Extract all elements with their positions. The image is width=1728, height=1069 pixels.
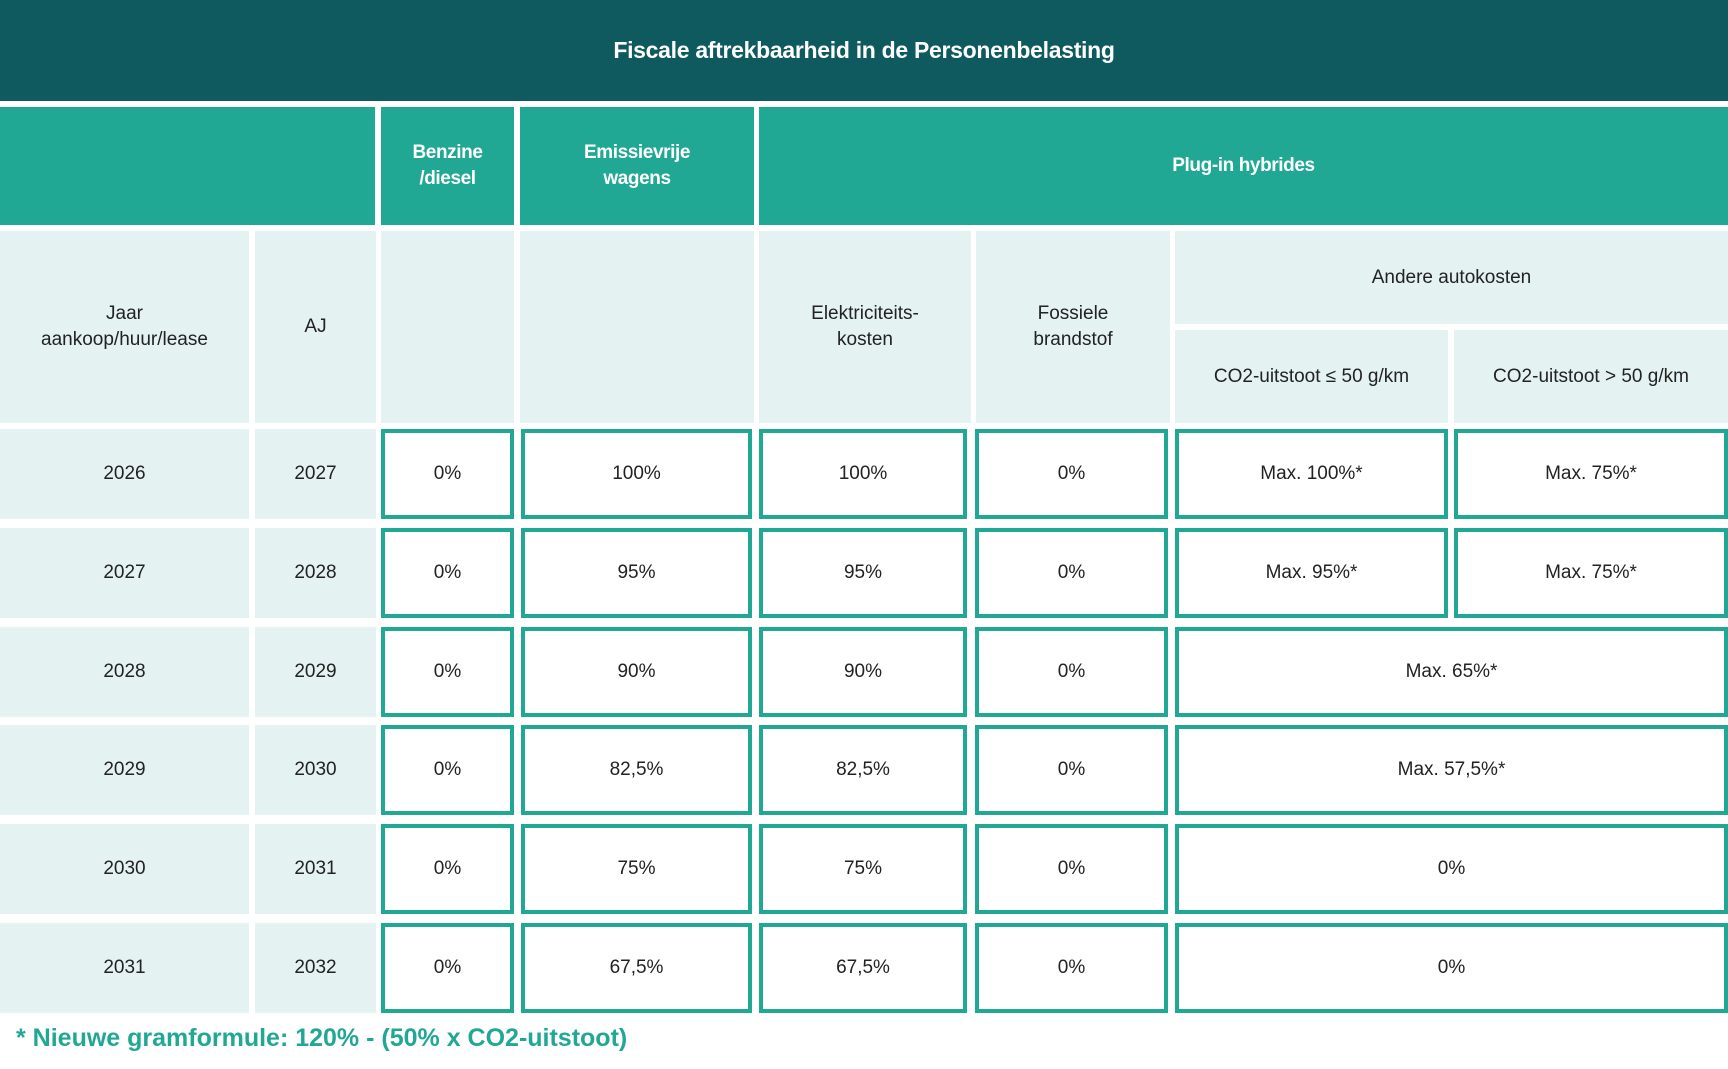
- cell-emissievrij: 90%: [521, 627, 752, 717]
- subheader-jaar: Jaar aankoop/huur/lease: [0, 231, 249, 423]
- cell-benzine-diesel: 0%: [381, 528, 514, 618]
- cell-co2-high: Max. 75%*: [1454, 429, 1728, 519]
- subheader-elektriciteitskosten: Elektriciteits- kosten: [759, 231, 971, 423]
- cell-benzine-diesel: 0%: [381, 627, 514, 717]
- cell-elektriciteitskosten: 90%: [759, 627, 967, 717]
- cell-fossiele-brandstof: 0%: [975, 923, 1168, 1013]
- cell-co2-low: Max. 100%*: [1175, 429, 1448, 519]
- subheader-co2-low: CO2-uitstoot ≤ 50 g/km: [1175, 330, 1448, 423]
- cell-fossiele-brandstof: 0%: [975, 627, 1168, 717]
- header-plug-in-hybrides: Plug-in hybrides: [759, 107, 1728, 225]
- cell-co2-low: Max. 95%*: [1175, 528, 1448, 618]
- cell-jaar: 2030: [0, 824, 249, 914]
- cell-aj: 2032: [255, 923, 376, 1013]
- cell-andere-autokosten: Max. 57,5%*: [1175, 725, 1728, 815]
- header-emissievrije-wagens: Emissievrije wagens: [520, 107, 754, 225]
- footnote: * Nieuwe gramformule: 120% - (50% x CO2-…: [16, 1024, 628, 1052]
- subheader-co2-high: CO2-uitstoot > 50 g/km: [1454, 330, 1728, 423]
- cell-emissievrij: 95%: [521, 528, 752, 618]
- cell-emissievrij: 100%: [521, 429, 752, 519]
- cell-jaar: 2029: [0, 725, 249, 815]
- subheader-benzine-blank: [381, 231, 514, 423]
- cell-aj: 2031: [255, 824, 376, 914]
- subheader-fossiele-brandstof: Fossiele brandstof: [976, 231, 1170, 423]
- header-blank: [0, 107, 375, 225]
- cell-elektriciteitskosten: 95%: [759, 528, 967, 618]
- cell-fossiele-brandstof: 0%: [975, 824, 1168, 914]
- cell-co2-high: Max. 75%*: [1454, 528, 1728, 618]
- cell-aj: 2028: [255, 528, 376, 618]
- cell-fossiele-brandstof: 0%: [975, 429, 1168, 519]
- cell-fossiele-brandstof: 0%: [975, 725, 1168, 815]
- cell-aj: 2029: [255, 627, 376, 717]
- cell-elektriciteitskosten: 100%: [759, 429, 967, 519]
- cell-jaar: 2028: [0, 627, 249, 717]
- cell-emissievrij: 67,5%: [521, 923, 752, 1013]
- subheader-aj: AJ: [255, 231, 376, 423]
- cell-jaar: 2031: [0, 923, 249, 1013]
- cell-elektriciteitskosten: 67,5%: [759, 923, 967, 1013]
- header-benzine-diesel: Benzine /diesel: [381, 107, 514, 225]
- cell-jaar: 2026: [0, 429, 249, 519]
- cell-elektriciteitskosten: 82,5%: [759, 725, 967, 815]
- cell-benzine-diesel: 0%: [381, 824, 514, 914]
- cell-aj: 2027: [255, 429, 376, 519]
- cell-benzine-diesel: 0%: [381, 923, 514, 1013]
- page-title: Fiscale aftrekbaarheid in de Personenbel…: [0, 0, 1728, 101]
- cell-fossiele-brandstof: 0%: [975, 528, 1168, 618]
- cell-jaar: 2027: [0, 528, 249, 618]
- cell-elektriciteitskosten: 75%: [759, 824, 967, 914]
- subheader-andere-autokosten: Andere autokosten: [1175, 231, 1728, 324]
- cell-emissievrij: 82,5%: [521, 725, 752, 815]
- cell-aj: 2030: [255, 725, 376, 815]
- cell-benzine-diesel: 0%: [381, 429, 514, 519]
- cell-andere-autokosten: 0%: [1175, 824, 1728, 914]
- cell-benzine-diesel: 0%: [381, 725, 514, 815]
- subheader-emissievrij-blank: [520, 231, 754, 423]
- cell-emissievrij: 75%: [521, 824, 752, 914]
- cell-andere-autokosten: 0%: [1175, 923, 1728, 1013]
- cell-andere-autokosten: Max. 65%*: [1175, 627, 1728, 717]
